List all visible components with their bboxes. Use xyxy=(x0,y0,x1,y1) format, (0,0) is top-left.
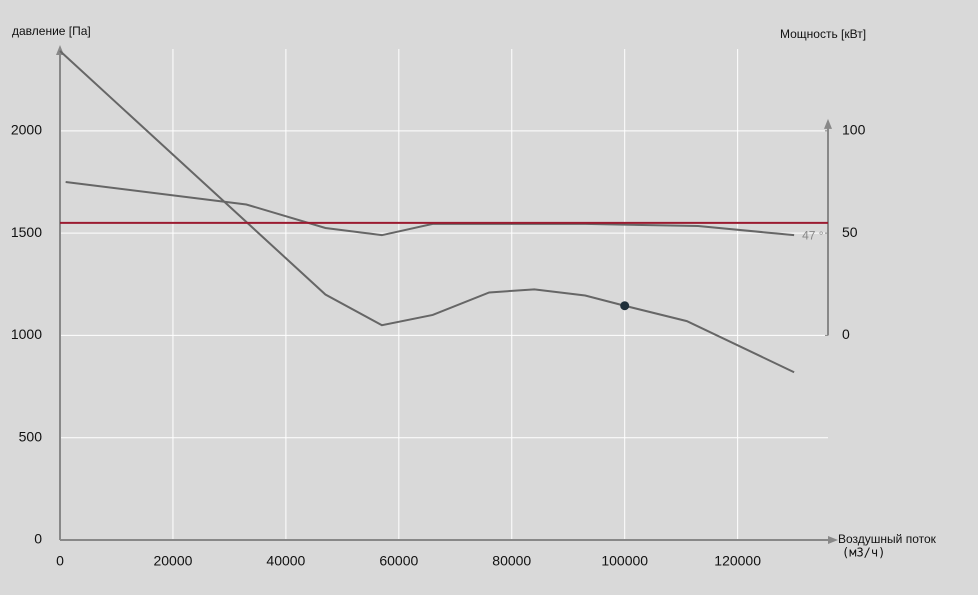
y2-tick-label: 50 xyxy=(842,224,858,240)
y2-tick-label: 100 xyxy=(842,122,866,138)
x-axis-label: Воздушный поток xyxy=(838,532,937,546)
y-tick-label: 1500 xyxy=(11,224,42,240)
y-tick-label: 1000 xyxy=(11,326,42,342)
operating-point xyxy=(620,301,630,311)
y2-tick-label: 0 xyxy=(842,326,850,342)
x-tick-label: 0 xyxy=(56,553,64,569)
x-axis-unit: (м3/ч) xyxy=(842,546,885,560)
y-tick-label: 500 xyxy=(19,428,43,444)
x-tick-label: 80000 xyxy=(492,553,531,569)
annotation: 47 ° xyxy=(802,228,824,242)
y-axis-label: давление [Па] xyxy=(12,24,91,38)
x-tick-label: 100000 xyxy=(601,553,648,569)
x-tick-label: 60000 xyxy=(379,553,418,569)
x-axis-arrow xyxy=(828,536,838,544)
y2-axis-arrow xyxy=(824,118,832,129)
x-tick-label: 120000 xyxy=(714,553,761,569)
y-tick-label: 2000 xyxy=(11,122,42,138)
series-line xyxy=(59,50,795,374)
y2-axis-label: Мощность [кВт] xyxy=(780,27,866,41)
x-tick-label: 20000 xyxy=(153,553,192,569)
y-tick-label: 0 xyxy=(34,531,42,547)
x-tick-label: 40000 xyxy=(266,553,305,569)
series-line xyxy=(65,180,795,237)
